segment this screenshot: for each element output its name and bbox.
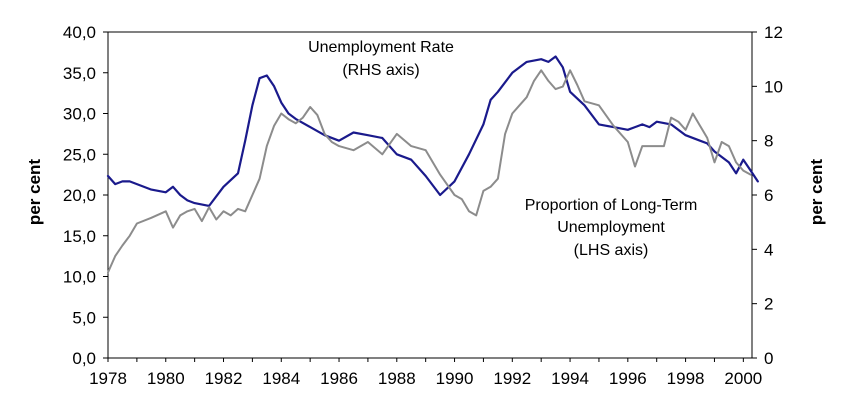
plot-area (107, 31, 753, 359)
x-tick-label: 1990 (436, 369, 474, 388)
right-tick-label: 6 (764, 186, 773, 205)
right-axis-title: per cent (807, 159, 826, 225)
left-tick-label: 40,0 (63, 23, 96, 42)
x-tick-label: 1982 (205, 369, 243, 388)
x-tick-label: 1994 (551, 369, 589, 388)
series-layer (106, 55, 759, 274)
right-tick-label: 8 (764, 132, 773, 151)
unemployment-annotation-line-1: Unemployment Rate (308, 39, 454, 56)
left-tick-label: 20,0 (63, 186, 96, 205)
right-tick-label: 4 (764, 240, 773, 259)
left-tick-label: 15,0 (63, 227, 96, 246)
x-tick-label: 1978 (89, 369, 127, 388)
x-tick-label: 1980 (147, 369, 185, 388)
right-axis: 0 2 4 6 8 10 12 (752, 23, 783, 368)
left-axis: 0,0 5,0 10,0 15,0 20,0 25,0 30,0 35,0 40,0 (63, 23, 108, 368)
left-tick-label: 30,0 (63, 105, 96, 124)
long-term-annotation-line-1: Proportion of Long-Term (525, 197, 698, 214)
x-tick-label: 1992 (493, 369, 531, 388)
left-tick-label: 0,0 (72, 349, 96, 368)
x-tick-label: 1984 (262, 369, 300, 388)
unemployment-annotation-line-2: (RHS axis) (342, 62, 419, 79)
long-term-annotation-line-2: Unemployment (557, 219, 665, 236)
long-term-unemployment-line (107, 69, 752, 274)
x-axis: 1978 1980 1982 1984 1986 1988 1990 1992 1994 1996… (89, 358, 762, 388)
right-tick-label: 0 (764, 349, 773, 368)
x-tick-label: 1986 (320, 369, 358, 388)
x-tick-label: 1998 (667, 369, 705, 388)
unemployment-rate-line (106, 55, 759, 207)
right-tick-label: 12 (764, 23, 783, 42)
left-tick-label: 25,0 (63, 145, 96, 164)
left-tick-label: 5,0 (72, 308, 96, 327)
left-axis-title: per cent (25, 159, 44, 225)
left-tick-label: 10,0 (63, 268, 96, 287)
x-tick-label: 2000 (724, 369, 762, 388)
x-tick-label: 1996 (609, 369, 647, 388)
left-tick-label: 35,0 (63, 64, 96, 83)
long-term-annotation-line-3: (LHS axis) (574, 242, 649, 259)
right-tick-label: 2 (764, 295, 773, 314)
right-tick-label: 10 (764, 77, 783, 96)
x-tick-label: 1988 (378, 369, 416, 388)
